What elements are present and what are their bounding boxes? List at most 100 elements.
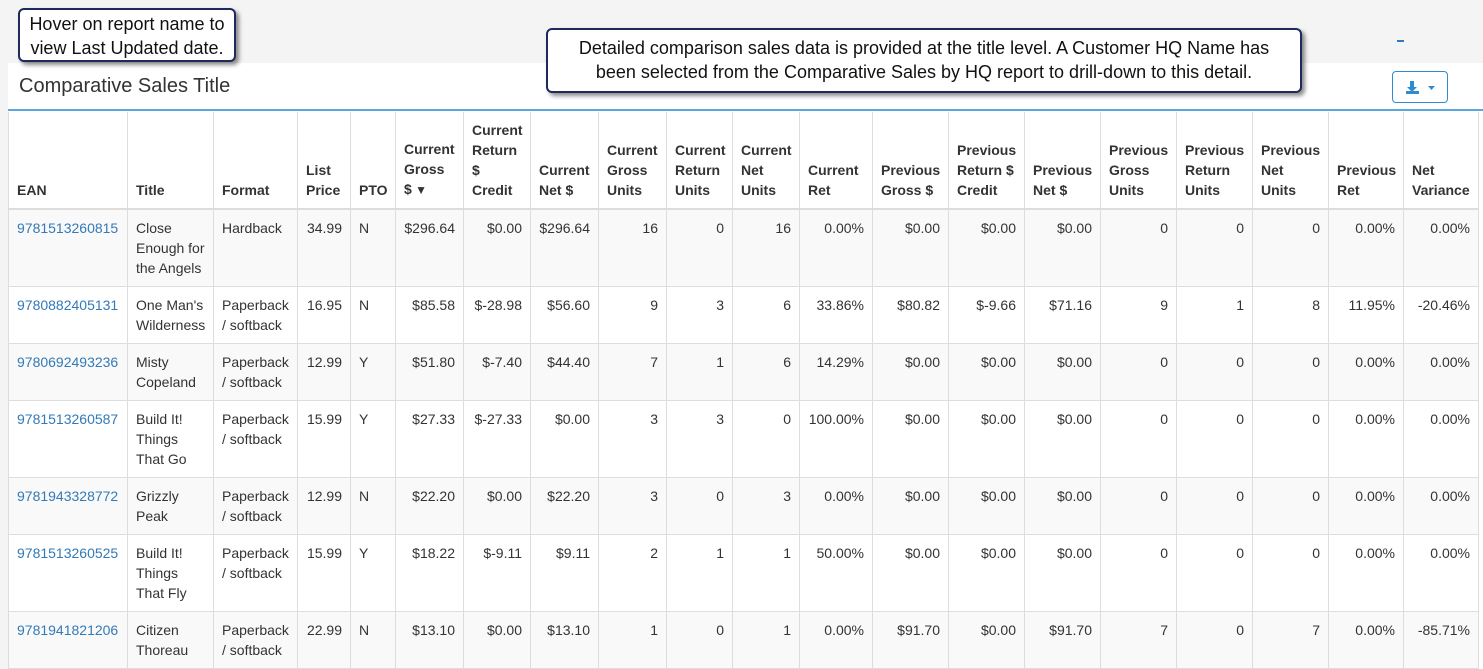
cell-text: Paperback / softback [222,545,289,581]
column-header[interactable]: PTO [350,112,396,210]
cell-text: Grizzly Peak [136,488,179,524]
cell-text: 0 [1160,220,1168,236]
column-header[interactable]: Current Return $ Credit [463,112,531,210]
cell-text: Paperback / softback [222,622,289,658]
table-cell: 0 [1100,477,1177,535]
cell-text: $0.00 [904,488,940,504]
cell-text: Build It! Things That Fly [136,545,187,601]
table-cell: 9780882405131 [8,286,128,344]
link-mark[interactable] [1397,40,1404,42]
column-header[interactable]: Previous Gross $ [872,112,949,210]
table-cell: 1 [666,534,733,612]
table-cell: 3 [666,286,733,344]
cell-text: 14.29% [816,354,864,370]
column-header[interactable]: Net Variance [1403,112,1479,210]
column-header[interactable]: Current Net $ [530,112,599,210]
header-text: Title [136,182,165,198]
cell-text: 0 [1312,488,1320,504]
table-cell: 16.95 [297,286,351,344]
cell-text: 1 [650,622,658,638]
cell-text: $0.00 [904,354,940,370]
table-cell: Grizzly Peak [127,477,214,535]
column-header[interactable]: Previous Gross Units [1100,112,1177,210]
column-header[interactable]: Current Gross $ ▼ [395,112,464,210]
download-button[interactable] [1392,71,1448,103]
table-cell: 34.99 [297,208,351,287]
table-cell: 0 [666,208,733,287]
column-header[interactable]: Current Net Units [732,112,800,210]
table-cell: $13.10 [530,611,599,669]
ean-link[interactable]: 9780882405131 [17,297,119,313]
header-text: Previous Gross Units [1109,142,1169,198]
table-cell: One Man's Wilderness [127,286,214,344]
table-cell: $296.64 [395,208,464,287]
cell-text: $0.00 [904,545,940,561]
cell-text: 0.00% [824,622,864,638]
table-cell: 100.00% [799,400,873,478]
table-cell: Misty Copeland [127,343,214,401]
cell-text: 33.86% [816,297,864,313]
header-text: Previous Ret [1337,162,1397,198]
cell-text: 12.99 [306,354,342,370]
table-cell: Close Enough for the Angels [127,208,214,287]
column-header[interactable]: List Price [297,112,351,210]
column-header[interactable]: Current Ret [799,112,873,210]
column-header[interactable]: EAN [8,112,128,210]
ean-link[interactable]: 9781941821206 [17,622,119,638]
header-text: Current Ret [808,162,859,198]
ean-link[interactable]: 9781943328772 [17,488,119,504]
ean-link[interactable]: 9781513260815 [17,220,119,236]
table-cell: $0.00 [463,611,531,669]
table-cell: 0 [1100,208,1177,287]
table-cell: 0.00% [1328,477,1404,535]
cell-text: 0 [716,488,724,504]
column-header[interactable]: Current Gross Units [598,112,667,210]
column-header[interactable]: Previous Return Units [1176,112,1253,210]
table-cell: Build It! Things That Go [127,400,214,478]
table-cell: 3 [598,477,667,535]
cell-text: $-7.40 [482,354,522,370]
header-text: Current Return Units [675,142,726,198]
cell-text: N [359,488,370,504]
table-cell: 9 [598,286,667,344]
column-header[interactable]: Previous Net Units [1252,112,1329,210]
table-cell: 9 [1100,286,1177,344]
table-cell: 3 [598,400,667,478]
table-cell: $13.10 [395,611,464,669]
column-header[interactable]: Previous Ret [1328,112,1404,210]
table-cell: Paperback / softback [213,477,298,535]
table-cell: 14.29% [799,343,873,401]
cell-text: $0.00 [904,220,940,236]
cell-text: $0.00 [980,622,1016,638]
ean-link[interactable]: 9781513260587 [17,411,119,427]
table-cell: 2 [598,534,667,612]
table-cell: 0.00% [1403,534,1479,612]
cell-text: $91.70 [897,622,940,638]
cell-text: 0.00% [1430,411,1470,427]
cell-text: Paperback / softback [222,488,289,524]
cell-text: Y [359,411,369,427]
table-cell: Paperback / softback [213,400,298,478]
table-cell: $18.22 [395,534,464,612]
column-header[interactable]: Format [213,112,298,210]
table-cell: 0.00% [799,477,873,535]
column-header[interactable]: Previous Return $ Credit [948,112,1025,210]
header-text: Format [222,182,270,198]
table-cell: N [350,208,396,287]
column-header[interactable]: Current Return Units [666,112,733,210]
ean-link[interactable]: 9781513260525 [17,545,119,561]
column-header[interactable]: Title [127,112,214,210]
cell-text: Paperback / softback [222,354,289,390]
table-cell: $-7.40 [463,343,531,401]
report-title[interactable]: Comparative Sales Title [19,75,231,97]
table-cell: 0.00% [1403,343,1479,401]
ean-link[interactable]: 9780692493236 [17,354,119,370]
cell-text: 0 [1160,545,1168,561]
table-cell: 0.00% [799,208,873,287]
table-row: 9781513260815 Close Enough for the Angels… [8,208,1479,287]
cell-text: Misty Copeland [136,354,196,390]
column-header[interactable]: Previous Net $ [1024,112,1101,210]
cell-text: $0.00 [486,220,522,236]
cell-text: 0 [1236,411,1244,427]
